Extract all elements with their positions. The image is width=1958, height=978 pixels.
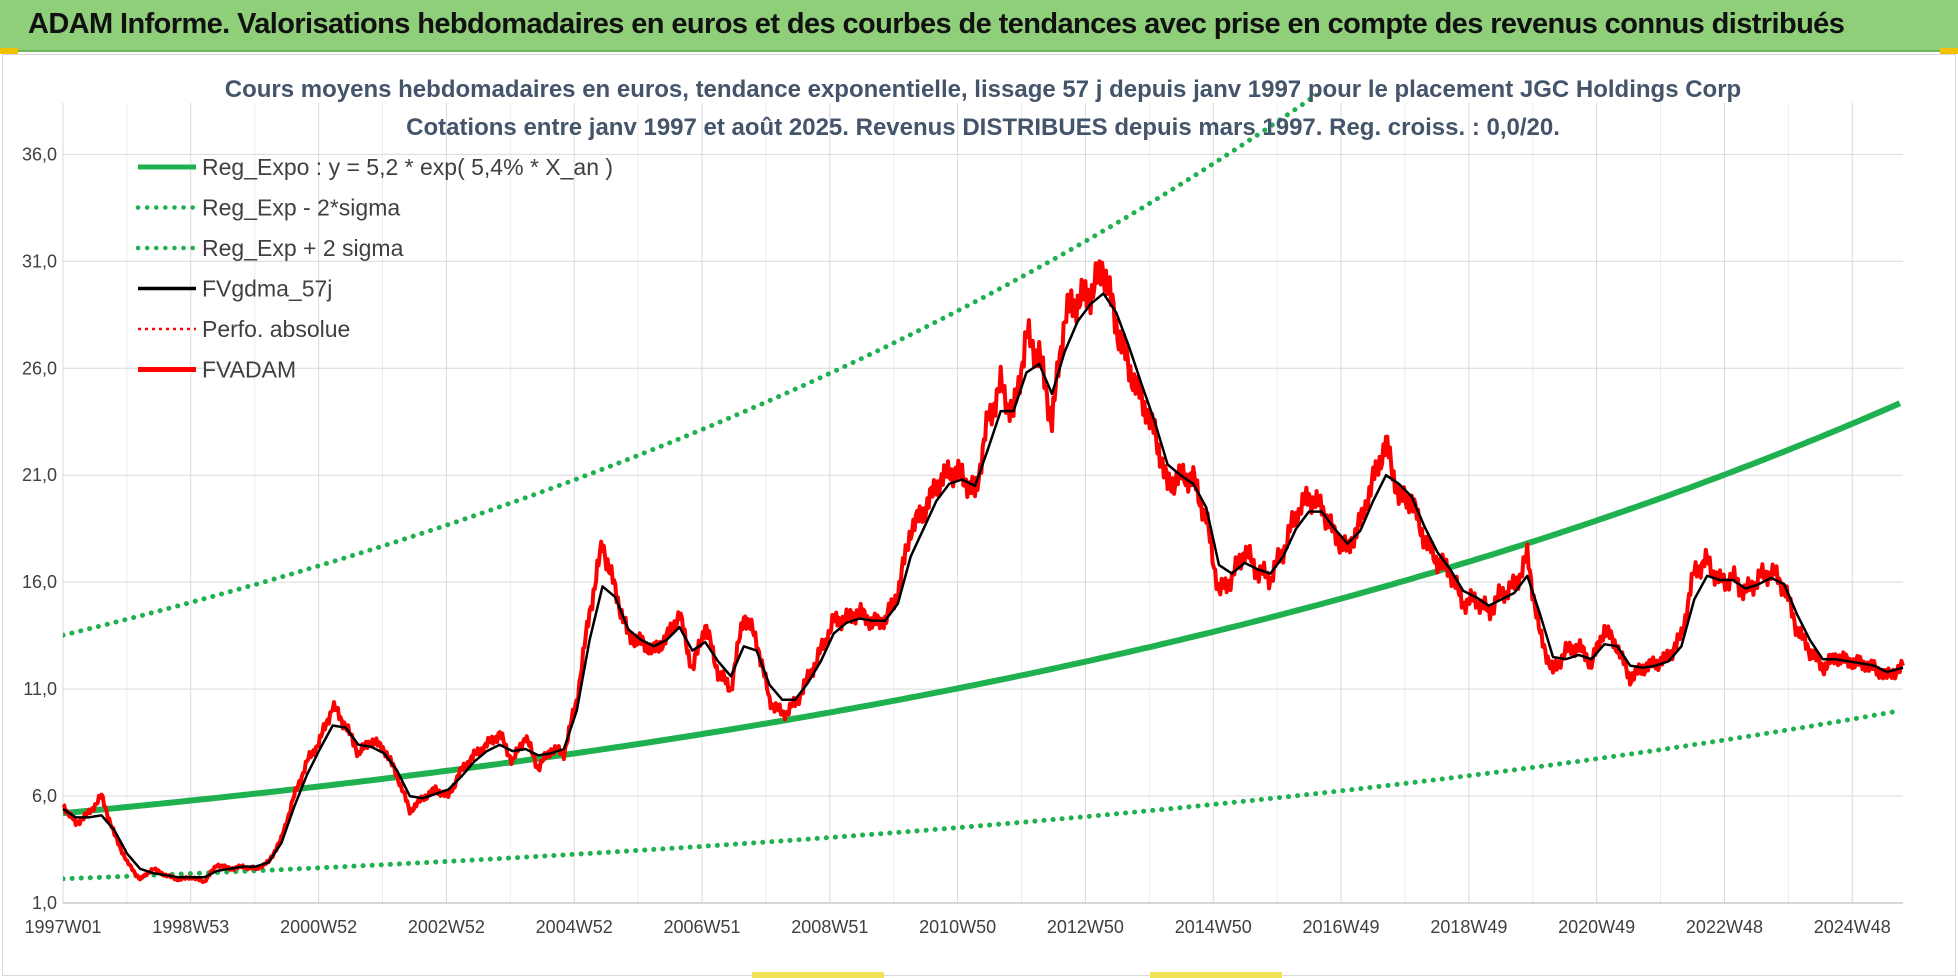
y-tick-label: 31,0 — [22, 251, 57, 271]
legend: Reg_Expo : y = 5,2 * exp( 5,4% * X_an ) R… — [135, 154, 613, 383]
x-tick-label: 2008W51 — [791, 917, 868, 937]
legend-label: FVADAM — [202, 357, 296, 383]
chart-title-line-2: Cotations entre janv 1997 et août 2025. … — [406, 114, 1560, 141]
chart-frame: 1997W01 1998W53 2000W52 2002W52 2004W52 2006W… — [2, 54, 1956, 976]
header-corner-accent-left — [0, 48, 18, 54]
y-tick-label: 21,0 — [22, 465, 57, 485]
legend-label: Reg_Exp - 2*sigma — [202, 195, 400, 221]
fvgdma-line — [62, 292, 1904, 879]
legend-label: Reg_Exp + 2 sigma — [202, 235, 404, 261]
x-tick-label: 2016W49 — [1303, 917, 1380, 937]
y-tick-label: 1,0 — [32, 893, 57, 913]
series — [61, 93, 1905, 885]
x-tick-label: 2000W52 — [280, 917, 357, 937]
x-tick-label: 2020W49 — [1558, 917, 1635, 937]
chart: 1997W01 1998W53 2000W52 2002W52 2004W52 2006W… — [22, 76, 1905, 937]
trend-line — [63, 400, 1902, 817]
page-title: ADAM Informe. Valorisations hebdomadaire… — [28, 8, 1845, 40]
legend-label: Reg_Expo : y = 5,2 * exp( 5,4% * X_an ) — [202, 154, 613, 180]
x-tick-label: 1997W01 — [24, 917, 101, 937]
x-tick-label: 1998W53 — [152, 917, 229, 937]
x-tick-label: 2022W48 — [1686, 917, 1763, 937]
band-lower-line — [63, 708, 1903, 882]
fvadam-line — [61, 259, 1905, 885]
y-tick-label: 11,0 — [23, 679, 57, 699]
legend-label: Perfo. absolue — [202, 316, 350, 342]
y-tick-label: 26,0 — [22, 358, 57, 378]
x-tick-label: 2024W48 — [1814, 917, 1891, 937]
y-tick-label: 6,0 — [32, 786, 57, 806]
band-upper-line — [63, 93, 1324, 638]
chart-title-line-1: Cours moyens hebdomadaires en euros, ten… — [225, 76, 1741, 103]
x-tick-label: 2014W50 — [1175, 917, 1252, 937]
chart-title: Cours moyens hebdomadaires en euros, ten… — [225, 76, 1741, 141]
x-tick-label: 2010W50 — [919, 917, 996, 937]
legend-label: FVgdma_57j — [202, 276, 332, 302]
x-tick-label: 2018W49 — [1430, 917, 1507, 937]
axes: 1997W01 1998W53 2000W52 2002W52 2004W52 2006W… — [22, 144, 1903, 937]
header-corner-accent-right — [1940, 48, 1958, 54]
x-tick-label: 2002W52 — [408, 917, 485, 937]
x-tick-label: 2004W52 — [536, 917, 613, 937]
x-tick-label: 2006W51 — [663, 917, 740, 937]
y-tick-label: 36,0 — [22, 144, 57, 164]
y-tick-label: 16,0 — [22, 572, 57, 592]
x-tick-label: 2012W50 — [1047, 917, 1124, 937]
header-bar: ADAM Informe. Valorisations hebdomadaire… — [0, 0, 1958, 52]
bottom-accent-left — [752, 972, 884, 978]
bottom-accent-right — [1150, 972, 1282, 978]
